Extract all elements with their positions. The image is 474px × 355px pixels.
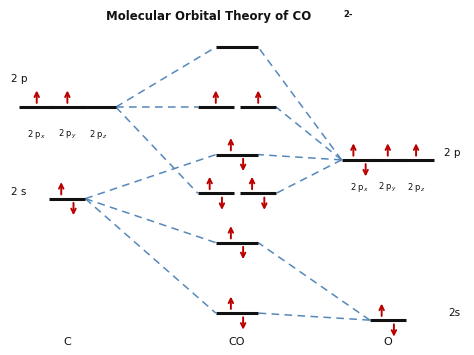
Text: Molecular Orbital Theory of CO: Molecular Orbital Theory of CO: [106, 10, 311, 23]
Text: 2 p: 2 p: [444, 148, 461, 158]
Text: 2 p$_x$: 2 p$_x$: [27, 128, 46, 141]
Text: O: O: [383, 337, 392, 346]
Text: 2 p$_z$: 2 p$_z$: [407, 181, 425, 194]
Text: 2 p$_x$: 2 p$_x$: [350, 181, 369, 194]
Text: 2 p$_y$: 2 p$_y$: [58, 128, 77, 141]
Text: 2-: 2-: [343, 10, 353, 19]
Text: CO: CO: [229, 337, 245, 346]
Text: C: C: [64, 337, 71, 346]
Text: 2 p$_z$: 2 p$_z$: [89, 128, 107, 141]
Text: 2 p: 2 p: [11, 74, 27, 84]
Text: 2 p$_y$: 2 p$_y$: [378, 181, 397, 194]
Text: 2s: 2s: [449, 308, 461, 318]
Text: 2 s: 2 s: [11, 187, 26, 197]
